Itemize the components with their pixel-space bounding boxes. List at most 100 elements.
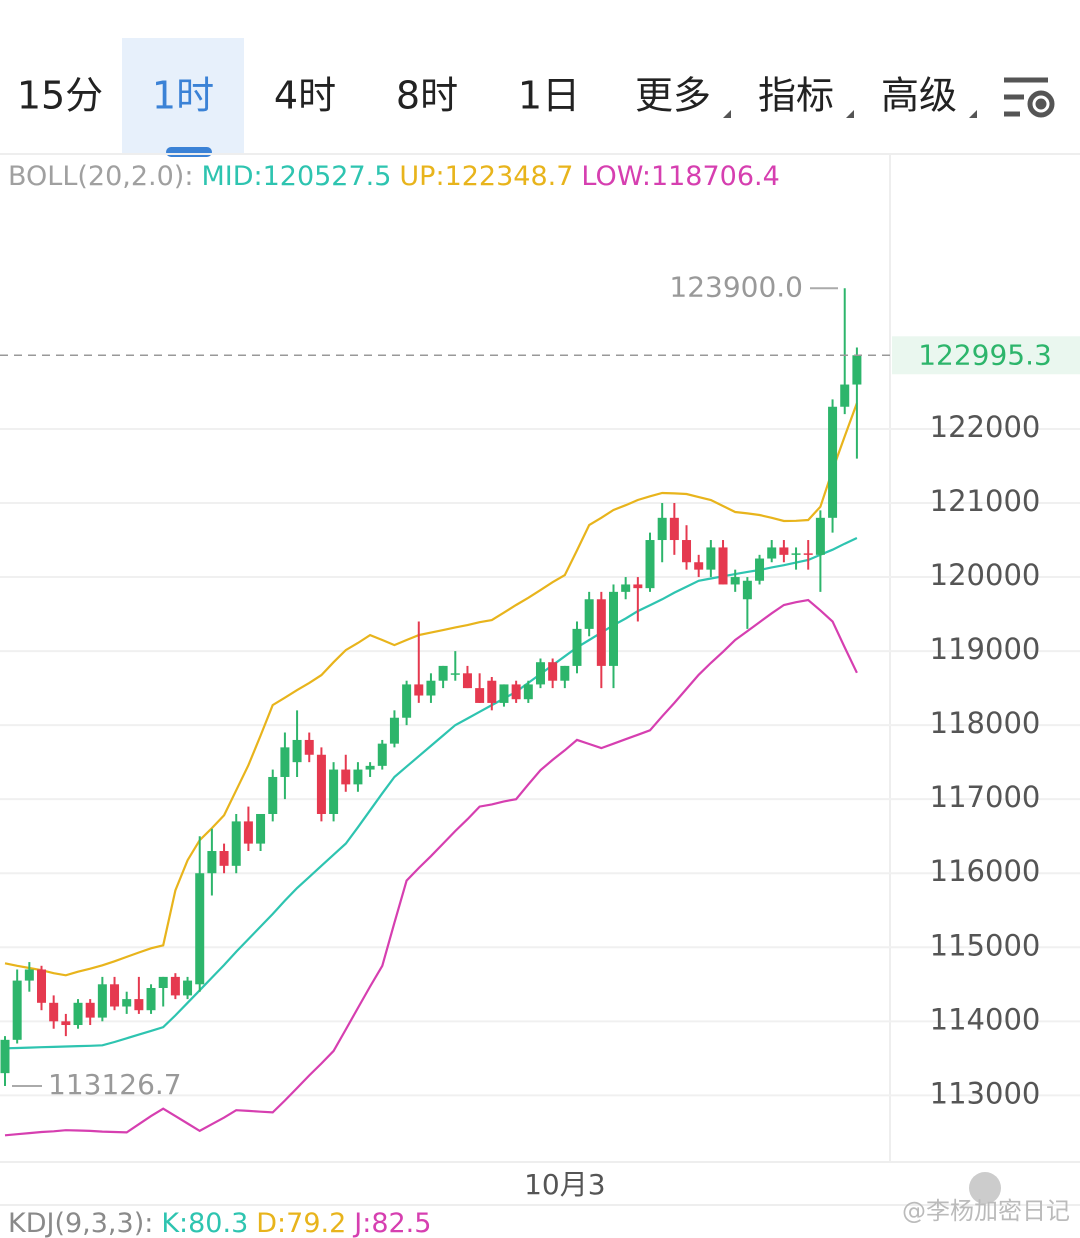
candle-body bbox=[572, 628, 582, 666]
indicator-label: LOW:118706.4 bbox=[581, 161, 779, 192]
selected-tab-bg bbox=[122, 38, 244, 154]
candle-body bbox=[402, 684, 412, 718]
candle-body bbox=[535, 662, 545, 685]
dropdown-triangle bbox=[846, 110, 854, 118]
indicator-header: BOLL(20,2.0): MID:120527.5 UP:122348.7 LOW:… bbox=[8, 161, 780, 192]
y-tick-label: 117000 bbox=[930, 780, 1041, 814]
candle-body bbox=[450, 673, 460, 675]
candle-body bbox=[146, 987, 156, 1011]
candle-body bbox=[706, 547, 716, 570]
candle-body bbox=[779, 547, 789, 555]
candle-body bbox=[621, 584, 631, 592]
boll-line bbox=[4, 402, 858, 977]
candle-body bbox=[584, 599, 594, 629]
candle-body bbox=[243, 821, 253, 844]
candle-body bbox=[316, 754, 326, 814]
max-label: 123900.0 bbox=[669, 270, 803, 303]
tab[interactable]: 15分 bbox=[17, 74, 103, 118]
candle-body bbox=[609, 591, 618, 666]
candle-body bbox=[548, 662, 558, 681]
candle-body bbox=[815, 517, 825, 555]
candle-body bbox=[49, 1002, 59, 1022]
min-label: 113126.7 bbox=[48, 1068, 182, 1101]
candle-body bbox=[682, 540, 692, 563]
candle-body bbox=[645, 540, 655, 589]
candle-body bbox=[718, 547, 728, 585]
tab[interactable]: 4时 bbox=[274, 74, 336, 118]
candle-body bbox=[24, 969, 34, 981]
candle-body bbox=[61, 1021, 71, 1026]
candle-body bbox=[730, 577, 740, 585]
candle-body bbox=[329, 769, 339, 814]
tab[interactable]: 更多 bbox=[635, 74, 711, 118]
candle-body bbox=[280, 747, 290, 777]
candle-body bbox=[85, 1002, 95, 1018]
last-price-box bbox=[892, 336, 1080, 375]
candle-body bbox=[633, 584, 643, 589]
kdj-label: J:82.5 bbox=[352, 1208, 431, 1238]
kdj-header: KDJ(9,3,3): K:80.3 D:79.2 J:82.5 bbox=[8, 1208, 431, 1238]
last-price-label: 122995.3 bbox=[918, 338, 1052, 371]
candle-body bbox=[231, 821, 241, 866]
dropdown-triangle bbox=[723, 110, 731, 118]
candle-body bbox=[219, 851, 229, 866]
candle-body bbox=[110, 984, 120, 1007]
candle-body bbox=[37, 969, 47, 1003]
candle-body bbox=[694, 562, 704, 570]
candle-body bbox=[414, 684, 424, 696]
tab[interactable]: 指标 bbox=[758, 74, 834, 118]
candle-body bbox=[657, 517, 667, 541]
tab[interactable]: 1日 bbox=[518, 74, 580, 118]
candle-body bbox=[791, 553, 801, 555]
indicator-label: MID:120527.5 bbox=[201, 161, 391, 192]
tab[interactable]: 1时 bbox=[152, 74, 214, 118]
candle-body bbox=[207, 851, 217, 874]
candle-body bbox=[742, 580, 752, 600]
candle-body bbox=[803, 553, 813, 555]
tab[interactable]: 高级 bbox=[881, 74, 957, 118]
candle-body bbox=[292, 739, 302, 763]
indicator-label: UP:122348.7 bbox=[399, 161, 573, 192]
candle-body bbox=[0, 1039, 10, 1074]
candle-body bbox=[560, 665, 570, 681]
tab[interactable]: 8时 bbox=[396, 74, 458, 118]
settings-icon[interactable] bbox=[1004, 77, 1055, 118]
candle-body bbox=[341, 769, 351, 785]
candle-body bbox=[304, 739, 314, 755]
kdj-label: D:79.2 bbox=[256, 1208, 346, 1238]
candle-body bbox=[12, 980, 22, 1040]
y-tick-label: 116000 bbox=[930, 854, 1041, 888]
candle-body bbox=[669, 517, 679, 541]
candle-body bbox=[97, 984, 107, 1018]
candle-body bbox=[499, 684, 509, 703]
candle-body bbox=[475, 688, 485, 703]
kdj-label: KDJ(9,3,3): bbox=[8, 1208, 153, 1238]
indicator-label: BOLL(20,2.0): bbox=[8, 161, 193, 192]
y-tick-label: 113000 bbox=[930, 1076, 1041, 1110]
candle-body bbox=[596, 599, 606, 666]
dropdown-triangle bbox=[969, 110, 977, 118]
candle-body bbox=[828, 406, 838, 518]
candle-body bbox=[852, 355, 862, 385]
kdj-label: K:80.3 bbox=[161, 1208, 248, 1238]
x-tick-label: 10月3 bbox=[524, 1168, 605, 1201]
selected-tab-indicator bbox=[166, 147, 212, 157]
candle-body bbox=[755, 558, 765, 581]
candle-body bbox=[438, 665, 448, 681]
candle-body bbox=[195, 873, 205, 985]
candle-body bbox=[158, 976, 168, 988]
candle-body bbox=[73, 1002, 83, 1026]
candle-body bbox=[122, 999, 132, 1007]
candle-body bbox=[256, 813, 266, 844]
candle-body bbox=[487, 680, 497, 703]
candle-body bbox=[183, 980, 193, 996]
candle-body bbox=[840, 384, 850, 407]
y-tick-label: 114000 bbox=[930, 1002, 1041, 1036]
y-tick-label: 115000 bbox=[930, 928, 1041, 962]
watermark-logo bbox=[969, 1172, 1001, 1204]
boll-line bbox=[4, 537, 858, 1050]
candle-body bbox=[462, 673, 472, 689]
